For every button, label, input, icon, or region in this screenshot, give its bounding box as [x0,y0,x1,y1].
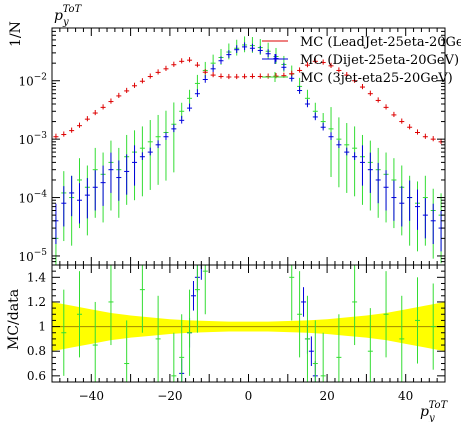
ratio-x-tick-label: 0 [245,389,253,403]
main-top-x-label-sub: y [62,17,69,28]
legend-entry-leadjet: MC (LeadJet-25eta-20GeV) [262,35,461,50]
legend-entry-3jet: MC (3jet-eta25-20GeV) [262,71,453,86]
main-y-tick-mantissa: 10 [18,250,33,264]
main-panel: 10−510−410−310−2 1/N pyToT MC (LeadJet-2… [8,4,461,266]
main-y-tick-label: 10−5 [18,248,47,264]
ratio-x-tick-label: 20 [319,389,334,403]
main-y-tick-mantissa: 10 [18,133,33,147]
main-y-tick-exponent: −2 [34,73,47,83]
main-x-ticks [51,28,446,265]
main-y-axis-label: 1/N [8,21,24,47]
main-y-tick-mantissa: 10 [18,192,33,206]
series-1 [53,42,444,252]
main-y-tick-label: 10−4 [18,190,47,206]
main-top-x-label-base: p [54,8,63,24]
legend-label-dijet: MC (Dijet-25eta-20GeV) [300,53,459,68]
ratio-x-ticks: −40 −20 0 20 40 [51,265,446,403]
main-y-tick-exponent: −5 [34,248,48,258]
ratio-y-tick-label: 0.8 [27,344,46,358]
ratio-y-tick-label: 0.6 [27,369,46,383]
main-y-tick-label: 10−2 [18,73,47,89]
main-y-tick-mantissa: 10 [18,75,33,89]
main-data-layer [53,36,444,265]
ratio-data-layer [52,264,445,382]
main-y-tick-label: 10−3 [18,131,47,147]
ratio-y-tick-label: 1.2 [27,295,46,309]
main-top-x-label-sup: ToT [63,4,83,15]
ratio-panel: 0.6 0.8 1 1.2 1.4 −40 −20 0 20 40 MC/data py ToT [6,264,449,422]
x-axis-label: py ToT [420,400,449,422]
ratio-x-tick-label: 40 [398,389,413,403]
legend: MC (LeadJet-25eta-20GeV) MC (Dijet-25eta… [262,35,461,86]
legend-label-3jet: MC (3jet-eta25-20GeV) [300,71,453,86]
x-axis-label-sub: y [428,413,435,422]
main-y-tick-exponent: −4 [34,190,48,200]
main-y-tick-exponent: −3 [34,131,48,141]
ratio-y-tick-label: 1 [38,320,46,334]
x-axis-label-sup: ToT [429,400,449,411]
ratio-series-1 [61,265,436,382]
main-y-ticks: 10−510−410−310−2 [18,27,445,266]
main-top-x-label: py ToT [54,4,83,28]
series-0 [53,57,444,144]
ratio-y-ticks: 0.6 0.8 1 1.2 1.4 [27,270,445,383]
ratio-y-tick-label: 1.4 [27,270,46,284]
legend-entry-dijet: MC (Dijet-25eta-20GeV) [262,53,459,68]
ratio-x-tick-label: −20 [157,389,182,403]
ratio-y-axis-label: MC/data [6,289,22,350]
x-axis-label-base: p [420,404,429,420]
legend-label-leadjet: MC (LeadJet-25eta-20GeV) [300,35,461,50]
ratio-x-tick-label: −40 [79,389,104,403]
